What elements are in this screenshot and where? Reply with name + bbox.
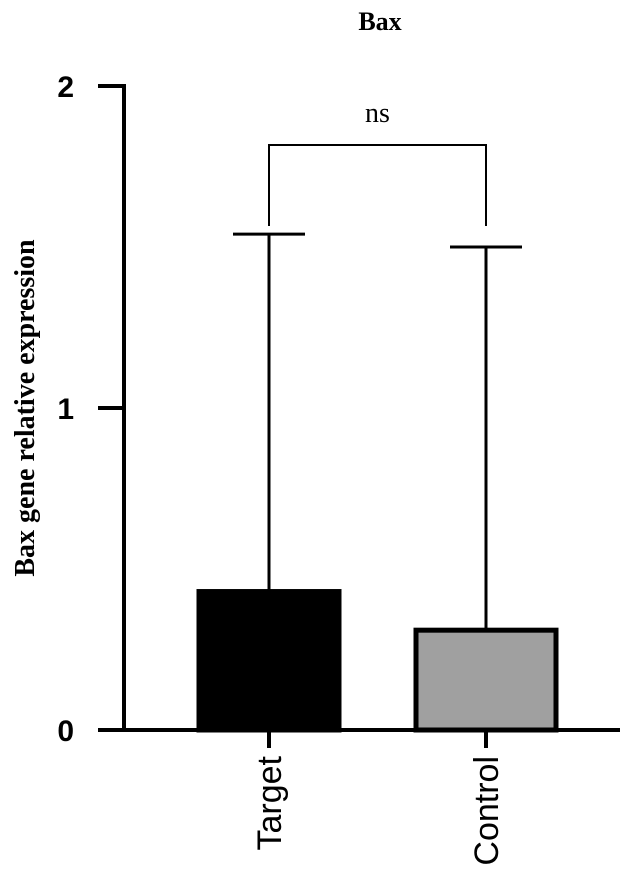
bar [196, 589, 342, 733]
y-tick-label: 1 [57, 393, 74, 426]
significance-bracket [268, 144, 487, 226]
y-axis-label: Bax gene relative expression [10, 239, 41, 577]
bar [413, 627, 559, 733]
x-tick-label: Control [468, 756, 506, 866]
y-tick-label: 2 [57, 71, 74, 104]
y-tick-label: 0 [57, 715, 74, 748]
x-tick-label: Target [251, 755, 289, 850]
chart-title: Bax [358, 7, 401, 36]
annotation: ns [365, 98, 390, 129]
